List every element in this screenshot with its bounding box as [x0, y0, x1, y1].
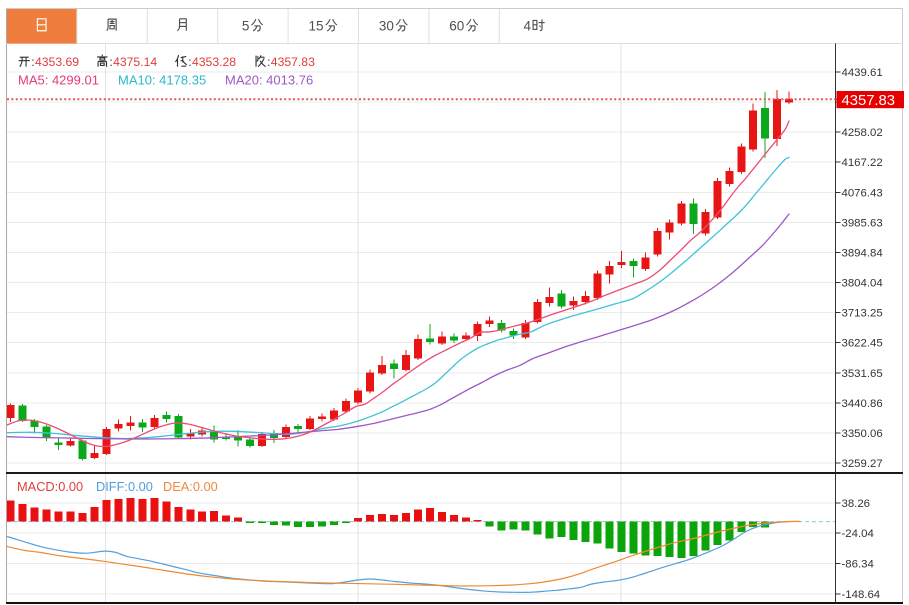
svg-text:3894.84: 3894.84 — [842, 248, 883, 260]
svg-text:4258.02: 4258.02 — [842, 127, 883, 139]
svg-text::: : — [267, 55, 270, 69]
svg-text:3350.06: 3350.06 — [842, 428, 883, 440]
svg-text:4357.83: 4357.83 — [271, 55, 315, 69]
svg-text:4357.83: 4357.83 — [842, 93, 896, 109]
svg-text:3713.25: 3713.25 — [842, 308, 883, 320]
svg-text:MA5: 4299.01: MA5: 4299.01 — [18, 72, 99, 87]
svg-text:4: 4 — [524, 19, 532, 34]
svg-text:38.26: 38.26 — [842, 498, 871, 510]
svg-text::: : — [31, 55, 34, 69]
svg-text:4439.61: 4439.61 — [842, 67, 883, 79]
svg-text:4353.69: 4353.69 — [35, 55, 79, 69]
svg-text:3259.27: 3259.27 — [842, 458, 883, 470]
svg-text::: : — [188, 55, 191, 69]
svg-text:4076.43: 4076.43 — [842, 187, 883, 199]
svg-text:30: 30 — [379, 19, 394, 34]
svg-text:-148.64: -148.64 — [842, 589, 881, 601]
svg-text:5: 5 — [242, 19, 250, 34]
svg-text:-24.04: -24.04 — [842, 528, 874, 540]
svg-text:DEA:0.00: DEA:0.00 — [163, 479, 218, 494]
svg-text:DIFF:0.00: DIFF:0.00 — [96, 479, 153, 494]
svg-text:MA10: 4178.35: MA10: 4178.35 — [118, 72, 206, 87]
svg-text:3804.04: 3804.04 — [842, 278, 883, 290]
svg-text:15: 15 — [309, 19, 324, 34]
svg-text:4353.28: 4353.28 — [192, 55, 236, 69]
svg-text:-86.34: -86.34 — [842, 559, 874, 571]
svg-text:60: 60 — [449, 19, 464, 34]
svg-text:3440.86: 3440.86 — [842, 398, 883, 410]
svg-text:3622.45: 3622.45 — [842, 338, 883, 350]
svg-text:3985.63: 3985.63 — [842, 217, 883, 229]
svg-text:MA20: 4013.76: MA20: 4013.76 — [225, 72, 313, 87]
svg-text:4167.22: 4167.22 — [842, 157, 883, 169]
svg-text:4375.14: 4375.14 — [113, 55, 157, 69]
svg-text:MACD:0.00: MACD:0.00 — [17, 479, 83, 494]
svg-text::: : — [109, 55, 112, 69]
svg-text:3531.65: 3531.65 — [842, 368, 883, 380]
